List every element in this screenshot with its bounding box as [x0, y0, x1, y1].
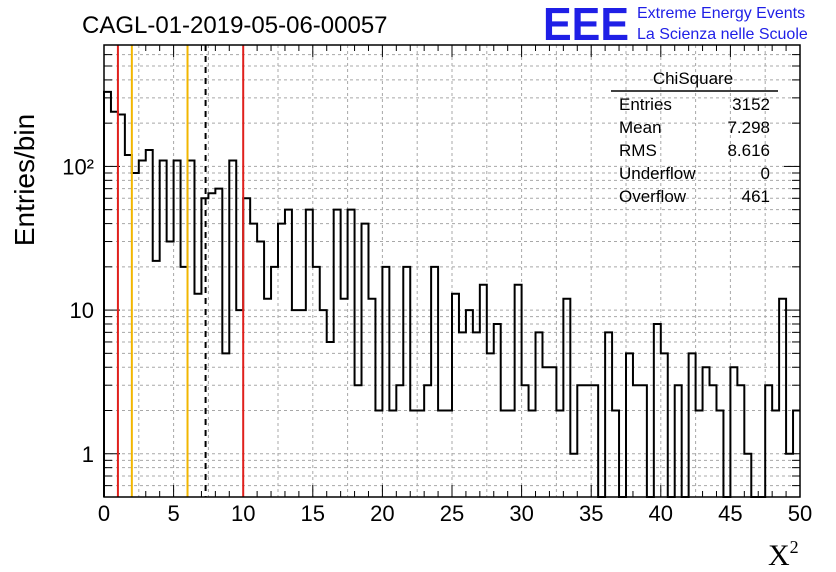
x-tick-label: 15	[301, 501, 325, 526]
grid-lines	[103, 44, 801, 498]
eee-logo: EEE Extreme Energy Events La Scienza nel…	[543, 0, 808, 50]
x-tick-label: 30	[509, 501, 533, 526]
y-tick-label: 1	[82, 442, 94, 467]
x-axis-label: X2	[768, 537, 799, 572]
logo-line-2: La Scienza nelle Scuole	[637, 26, 808, 43]
y-tick-label: 10	[70, 298, 94, 323]
y-axis-label: Entries/bin	[9, 114, 40, 246]
x-axis-label-base: X	[768, 539, 790, 572]
stats-row-value: 0	[761, 164, 770, 183]
eee-logo-mark: EEE	[543, 0, 629, 50]
stats-rows: Entries 3152 Mean 7.298 RMS 8.616 Underflow 0 Ov…	[619, 95, 770, 206]
reference-lines	[116, 45, 245, 497]
stats-box-title: ChiSquare	[653, 69, 733, 88]
stats-row-value: 8.616	[727, 141, 770, 160]
x-tick-label: 20	[370, 501, 394, 526]
y-axis-ticks: 1 10 10²	[62, 154, 94, 466]
x-tick-label: 10	[231, 501, 255, 526]
stats-row-label: Underflow	[619, 164, 696, 183]
x-tick-label: 40	[649, 501, 673, 526]
stats-row-value: 461	[742, 187, 770, 206]
stats-row-value: 7.298	[727, 118, 770, 137]
plot-frame	[103, 44, 801, 498]
x-tick-label: 5	[167, 501, 179, 526]
stats-row-label: Entries	[619, 95, 672, 114]
x-tick-label: 0	[98, 501, 110, 526]
logo-line-1: Extreme Energy Events	[637, 5, 805, 22]
stats-row-label: RMS	[619, 141, 657, 160]
x-tick-label: 25	[440, 501, 464, 526]
x-tick-label: 50	[788, 501, 812, 526]
chart-title: CAGL-01-2019-05-06-00057	[82, 12, 388, 39]
y-tick-label: 10²	[62, 154, 94, 179]
x-axis-label-exponent: 2	[790, 537, 799, 557]
stats-box: ChiSquare Entries 3152 Mean 7.298 RMS 8.616 Un…	[611, 69, 778, 206]
stats-row-label: Overflow	[619, 187, 687, 206]
stats-row-value: 3152	[732, 95, 770, 114]
stats-row-label: Mean	[619, 118, 662, 137]
x-tick-label: 35	[579, 501, 603, 526]
x-tick-label: 45	[718, 501, 742, 526]
x-axis-ticks: 0 5 10 15 20 25 30 35 40 45 50	[98, 501, 812, 526]
